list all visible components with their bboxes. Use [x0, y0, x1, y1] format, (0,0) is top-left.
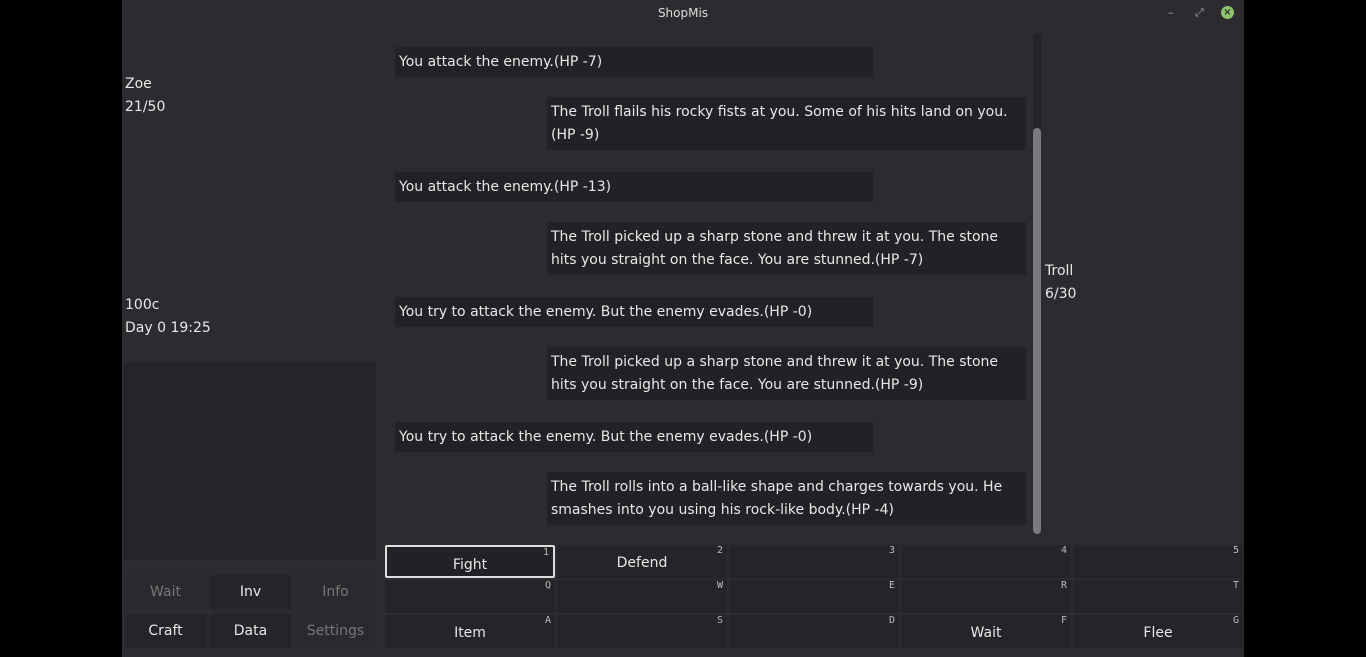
enemy-log-message: The Troll flails his rocky fists at you.… [547, 97, 1026, 150]
player-log-message: You attack the enemy.(HP -7) [395, 47, 873, 77]
hotkey-label: 4 [1060, 545, 1067, 556]
action-slot-t-button[interactable]: T [1073, 580, 1243, 613]
player-log-message: You try to attack the enemy. But the ene… [395, 297, 873, 327]
hotkey-label: 2 [716, 545, 723, 556]
hotkey-label: W [716, 580, 723, 591]
player-hp: 21/50 [125, 99, 166, 115]
scrollbar-thumb[interactable] [1033, 128, 1041, 534]
close-icon[interactable]: × [1221, 6, 1234, 19]
action-flee-button[interactable]: Flee G [1073, 615, 1243, 648]
enemy-log-message: The Troll picked up a sharp stone and th… [547, 222, 1026, 275]
hotkey-label: T [1232, 580, 1239, 591]
action-slot-r-button[interactable]: R [901, 580, 1071, 613]
hotkey-label: E [888, 580, 895, 591]
hotkey-label: 5 [1232, 545, 1239, 556]
hotkey-label: 3 [888, 545, 895, 556]
hotkey-label: Q [544, 580, 551, 591]
menu-craft-button[interactable]: Craft [125, 614, 206, 648]
action-item-button[interactable]: Item A [385, 615, 555, 648]
action-slot-5-button[interactable]: 5 [1073, 545, 1243, 578]
enemy-log-message: The Troll picked up a sharp stone and th… [547, 347, 1026, 400]
action-label: Flee [1143, 625, 1173, 641]
hotkey-label: A [544, 615, 551, 626]
player-log-message: You try to attack the enemy. But the ene… [395, 422, 873, 452]
action-slot-q-button[interactable]: Q [385, 580, 555, 613]
player-name: Zoe [125, 76, 152, 92]
hotkey-label: F [1060, 615, 1067, 626]
title-bar: ShopMis [122, 0, 1244, 26]
menu-data-button[interactable]: Data [210, 614, 291, 648]
action-defend-button[interactable]: Defend 2 [557, 545, 727, 578]
menu-inv-button[interactable]: Inv [210, 575, 291, 609]
action-label: Item [454, 625, 486, 641]
window-title: ShopMis [657, 6, 709, 20]
action-label: Wait [970, 625, 1002, 641]
maximize-icon[interactable]: ⤢ [1195, 6, 1204, 19]
enemy-log-message: The Troll rolls into a ball-like shape a… [547, 472, 1026, 525]
action-slot-d-button[interactable]: D [729, 615, 899, 648]
hotkey-label: S [716, 615, 723, 626]
action-slot-e-button[interactable]: E [729, 580, 899, 613]
action-slot-3-button[interactable]: 3 [729, 545, 899, 578]
minimize-icon[interactable]: – [1168, 6, 1174, 19]
player-log-message: You attack the enemy.(HP -13) [395, 172, 873, 202]
app-window: ShopMis – ⤢ × Zoe 21/50 100c Day 0 19:25… [122, 0, 1244, 657]
action-slot-4-button[interactable]: 4 [901, 545, 1071, 578]
menu-settings-button: Settings [295, 614, 376, 648]
action-slot-s-button[interactable]: S [557, 615, 727, 648]
hotkey-label: 1 [542, 547, 549, 558]
hotkey-label: R [1060, 580, 1067, 591]
menu-wait-button: Wait [125, 575, 206, 609]
action-wait-button[interactable]: Wait F [901, 615, 1071, 648]
hotkey-label: G [1232, 615, 1239, 626]
player-money: 100c [125, 297, 160, 313]
hotkey-label: D [888, 615, 895, 626]
portrait-panel [124, 362, 376, 560]
action-fight-button[interactable]: Fight 1 [385, 545, 555, 578]
menu-info-button: Info [295, 575, 376, 609]
enemy-name: Troll [1045, 263, 1074, 279]
action-label: Fight [452, 557, 488, 573]
game-time: Day 0 19:25 [125, 320, 211, 336]
action-slot-w-button[interactable]: W [557, 580, 727, 613]
enemy-hp: 6/30 [1045, 286, 1077, 302]
action-label: Defend [616, 555, 668, 571]
